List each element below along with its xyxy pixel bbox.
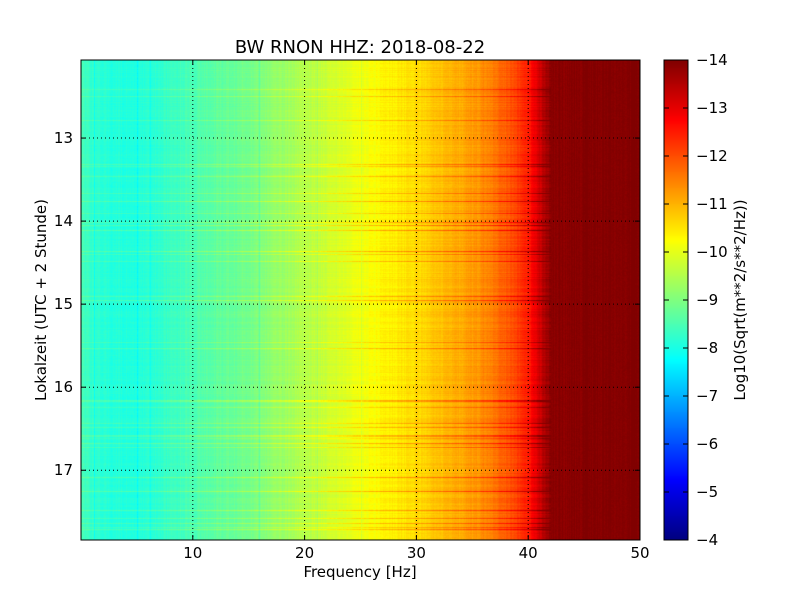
colorbar-tick-label: −7 <box>696 387 718 405</box>
colorbar-tick-label: −11 <box>696 195 728 213</box>
y-tick-label: 13 <box>54 129 73 147</box>
plot-frame <box>80 59 641 541</box>
colorbar-label: Log10(Sqrt(m**2/s**2/Hz)) <box>731 199 749 400</box>
colorbar-tick-label: −5 <box>696 483 718 501</box>
y-tick-label: 15 <box>54 295 73 313</box>
x-axis-label: Frequency [Hz] <box>303 563 416 581</box>
colorbar: −4 −5 −6 −7 −8 −9 −10 −11 −12 −13 −14 Log10(Sqrt(m… <box>663 51 749 549</box>
x-tick-label: 10 <box>183 544 202 562</box>
colorbar-tick-label: −6 <box>696 435 718 453</box>
colorbar-tick-label: −9 <box>696 291 718 309</box>
spectrogram-heatmap <box>81 60 640 540</box>
colorbar-tick-label: −14 <box>696 51 728 69</box>
x-tick-label: 30 <box>407 544 426 562</box>
y-axis-ticks: 13 14 15 16 17 <box>54 129 640 479</box>
y-tick-label: 16 <box>54 378 73 396</box>
y-tick-label: 17 <box>54 461 73 479</box>
colorbar-ticks: −4 −5 −6 −7 −8 −9 −10 −11 −12 −13 −14 <box>664 51 728 549</box>
colorbar-tick-label: −12 <box>696 147 728 165</box>
colorbar-tick-label: −4 <box>696 531 718 549</box>
colorbar-tick-label: −13 <box>696 99 728 117</box>
spectrogram-plot-area: 10 20 30 40 50 13 14 15 16 17 <box>54 59 650 562</box>
x-axis-ticks: 10 20 30 40 50 <box>183 60 650 562</box>
y-axis-label: Lokalzeit (UTC + 2 Stunde) <box>32 199 50 401</box>
grid-lines <box>81 60 640 540</box>
chart-title: BW RNON HHZ: 2018-08-22 <box>235 37 485 58</box>
x-tick-label: 20 <box>295 544 314 562</box>
x-tick-label: 50 <box>630 544 649 562</box>
colorbar-tick-label: −10 <box>696 243 728 261</box>
y-tick-label: 14 <box>54 212 73 230</box>
colorbar-tick-label: −8 <box>696 339 718 357</box>
x-tick-label: 40 <box>519 544 538 562</box>
